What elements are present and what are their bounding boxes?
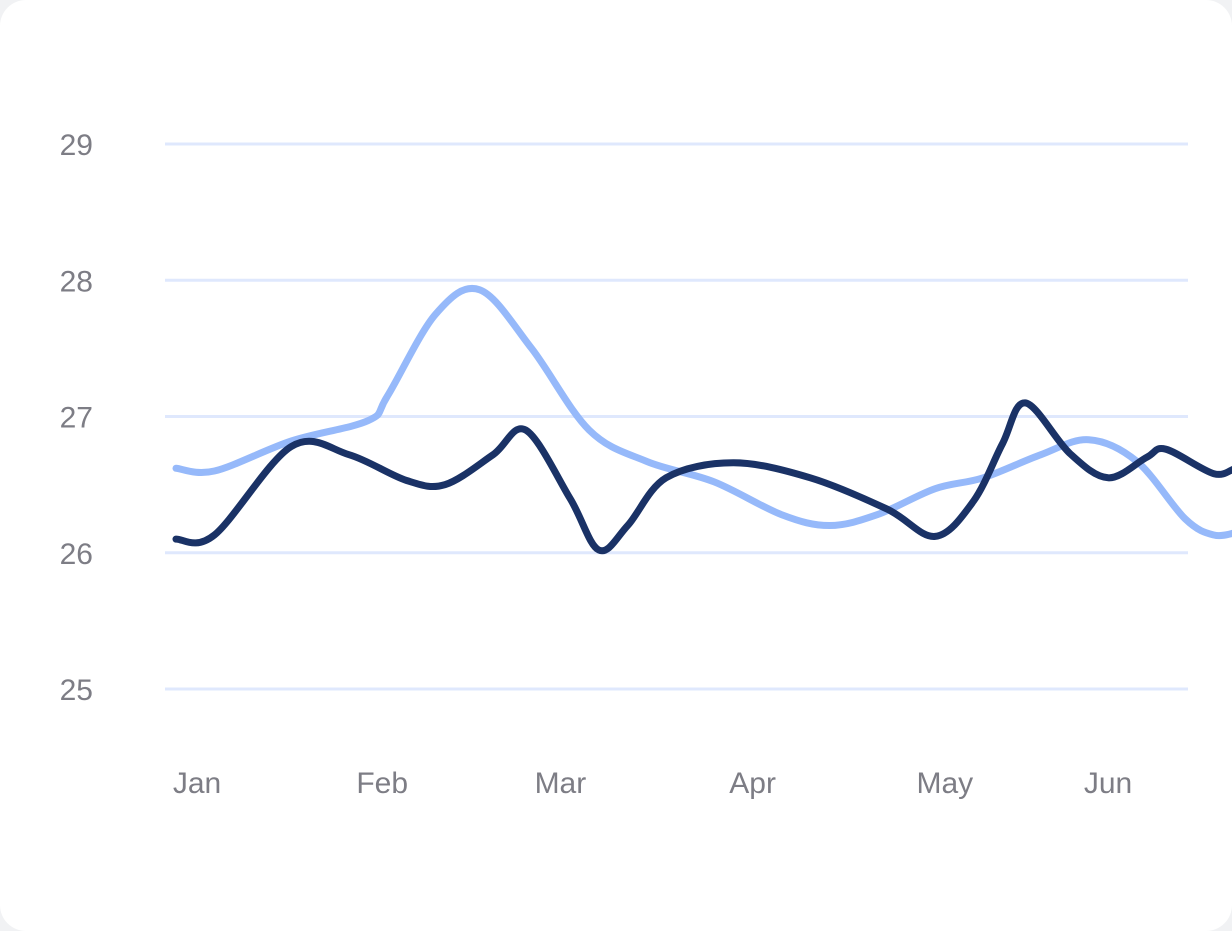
gridlines: [165, 142, 1188, 691]
x-tick-label: Mar: [535, 767, 587, 800]
x-axis-ticks: Jan Feb Mar Apr May Jun: [173, 767, 1132, 800]
y-tick-label: 29: [60, 129, 93, 162]
y-tick-label: 28: [60, 265, 93, 298]
y-axis-ticks: 29 28 27 26 25: [60, 129, 93, 707]
x-tick-label: Apr: [729, 767, 776, 800]
x-tick-label: Feb: [356, 767, 408, 800]
x-tick-label: Jun: [1084, 767, 1132, 800]
x-tick-label: May: [916, 767, 973, 800]
series-lines: [172, 284, 1232, 555]
y-tick-label: 25: [60, 674, 93, 707]
y-tick-label: 26: [60, 538, 93, 571]
x-tick-label: Jan: [173, 767, 221, 800]
series-line-1: [172, 284, 1232, 540]
y-tick-label: 27: [60, 402, 93, 435]
series-line-2: [172, 399, 1232, 555]
